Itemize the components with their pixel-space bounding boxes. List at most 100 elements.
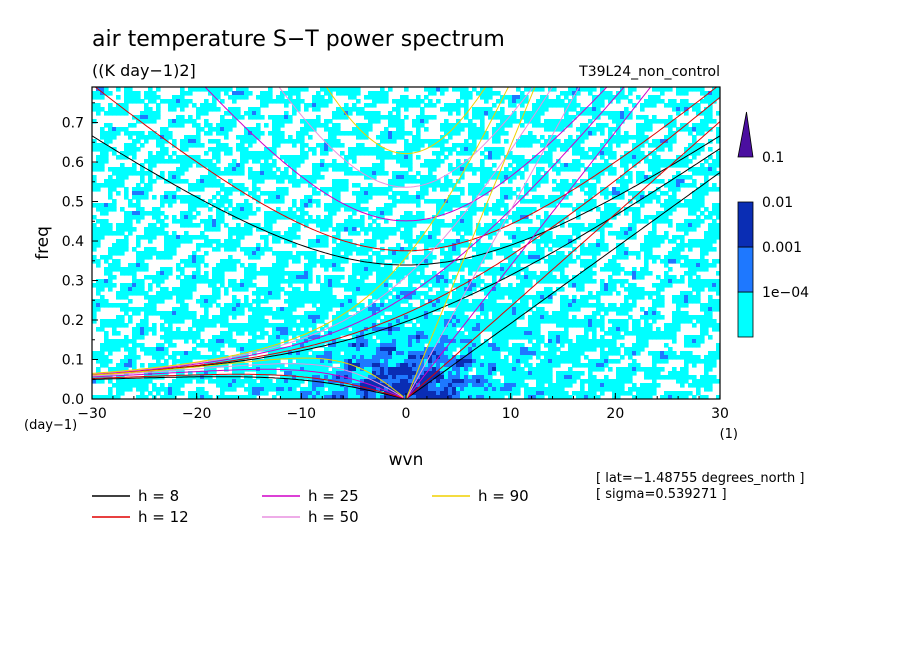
power-cell <box>120 283 125 288</box>
power-cell <box>364 115 369 120</box>
power-cell <box>392 255 397 260</box>
power-cell <box>376 91 381 96</box>
power-cell <box>680 295 685 300</box>
power-cell <box>184 291 189 296</box>
power-cell <box>360 135 365 140</box>
power-cell <box>176 219 181 224</box>
power-cell <box>92 119 97 124</box>
power-cell <box>620 283 625 288</box>
power-cell <box>276 119 281 124</box>
power-cell <box>684 295 689 300</box>
power-cell <box>348 151 353 156</box>
power-cell <box>344 307 349 312</box>
power-cell <box>424 279 429 284</box>
power-cell <box>604 123 609 128</box>
power-cell <box>296 95 301 100</box>
power-cell <box>492 207 497 212</box>
power-cell <box>396 183 401 188</box>
power-cell <box>200 107 205 112</box>
power-cell <box>420 163 425 168</box>
power-cell <box>128 123 133 128</box>
power-cell <box>680 103 685 108</box>
power-cell <box>464 115 469 120</box>
power-cell <box>676 223 681 228</box>
power-cell <box>308 311 313 316</box>
power-cell <box>316 203 321 208</box>
power-cell <box>608 275 613 280</box>
power-cell <box>700 143 705 148</box>
power-cell <box>424 243 429 248</box>
power-cell <box>416 255 421 260</box>
power-cell <box>596 163 601 168</box>
power-cell <box>372 251 377 256</box>
power-cell <box>524 95 529 100</box>
power-cell <box>288 159 293 164</box>
power-cell <box>308 203 313 208</box>
power-cell <box>180 123 185 128</box>
power-cell <box>492 307 497 312</box>
power-cell <box>344 87 349 92</box>
power-cell <box>468 91 473 96</box>
power-cell <box>276 99 281 104</box>
power-cell <box>152 231 157 236</box>
power-cell <box>660 143 665 148</box>
power-cell <box>192 183 197 188</box>
power-cell <box>508 255 513 260</box>
power-cell <box>388 123 393 128</box>
power-cell <box>264 103 269 108</box>
power-cell <box>336 87 341 92</box>
power-cell <box>396 243 401 248</box>
power-cell <box>660 179 665 184</box>
power-cell <box>584 259 589 264</box>
power-cell <box>320 175 325 180</box>
power-cell <box>340 311 345 316</box>
power-cell <box>372 295 377 300</box>
power-cell <box>212 127 217 132</box>
power-cell <box>324 275 329 280</box>
power-cell <box>364 311 369 316</box>
power-cell <box>260 163 265 168</box>
power-cell <box>336 279 341 284</box>
power-cell <box>328 275 333 280</box>
power-cell <box>552 291 557 296</box>
power-cell <box>376 263 381 268</box>
power-cell <box>196 163 201 168</box>
power-cell <box>408 279 413 284</box>
power-cell <box>232 91 237 96</box>
power-cell <box>680 311 685 316</box>
power-cell <box>624 95 629 100</box>
power-cell <box>324 163 329 168</box>
power-cell <box>296 155 301 160</box>
power-cell <box>512 311 517 316</box>
power-cell <box>256 175 261 180</box>
power-cell <box>600 219 605 224</box>
power-cell <box>716 139 720 144</box>
power-cell <box>652 307 657 312</box>
power-cell <box>316 215 321 220</box>
power-cell <box>256 243 261 248</box>
power-cell <box>652 255 657 260</box>
power-cell <box>340 303 345 308</box>
power-cell <box>368 171 373 176</box>
power-cell <box>284 231 289 236</box>
power-cell <box>392 115 397 120</box>
power-cell <box>708 227 713 232</box>
power-cell <box>656 303 661 308</box>
power-cell <box>648 271 653 276</box>
power-cell <box>656 163 661 168</box>
power-cell <box>100 91 105 96</box>
power-cell <box>124 107 129 112</box>
power-cell <box>340 183 345 188</box>
power-cell <box>352 263 357 268</box>
power-cell <box>228 231 233 236</box>
power-cell <box>512 219 517 224</box>
power-cell <box>712 163 717 168</box>
power-cell <box>488 155 493 160</box>
power-cell <box>348 223 353 228</box>
power-cell <box>244 95 249 100</box>
power-cell <box>288 163 293 168</box>
power-cell <box>216 211 221 216</box>
power-cell <box>692 199 697 204</box>
power-cell <box>508 287 513 292</box>
power-cell <box>420 215 425 220</box>
